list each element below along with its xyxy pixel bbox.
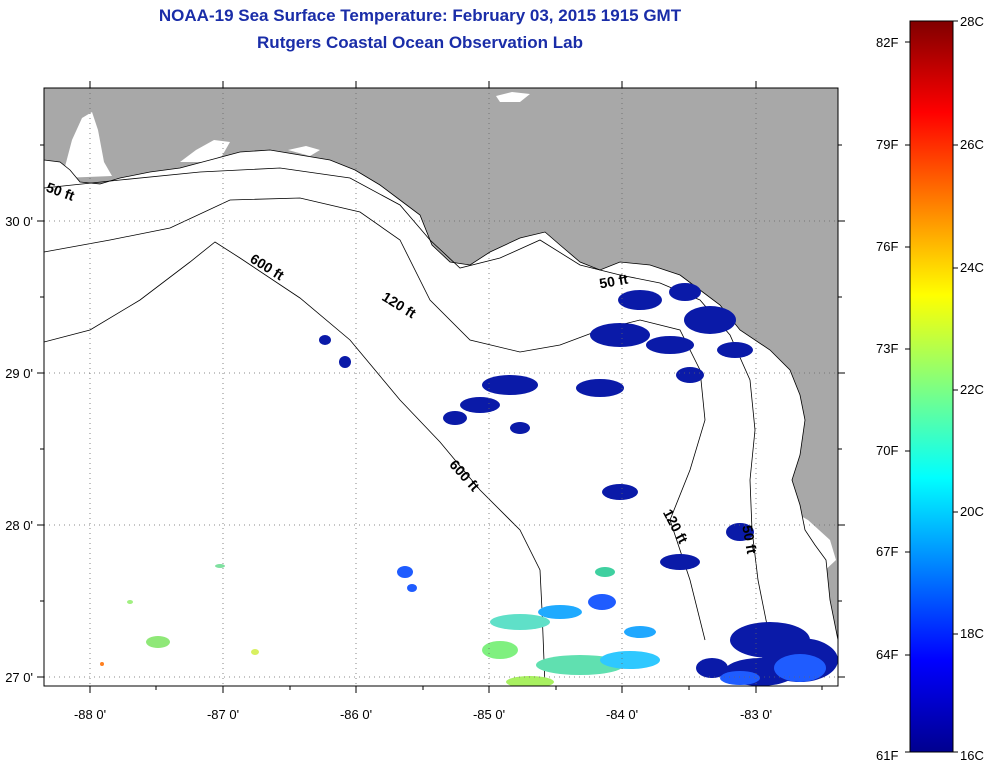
colorbar-f-label: 64F [876,647,899,662]
colorbar-ticks [905,20,958,753]
colorbar-c-label: 28C [960,14,984,29]
lon-tick-label: -83 0' [740,707,772,722]
contour-label: 50 ft [739,524,760,555]
contour-600ft [44,241,546,686]
contour-label: 50 ft [598,271,629,292]
map-border [43,87,839,687]
land-mass [44,88,838,640]
lon-tick-label: -84 0' [606,707,638,722]
bay [496,92,530,102]
cold-water [319,283,838,686]
colorbar-f-label: 76F [876,239,899,254]
colorbar-f-label: 82F [876,35,899,50]
map-title: NOAA-19 Sea Surface Temperature: Februar… [158,6,682,25]
colorbar-f-label: 67F [876,544,899,559]
colorbar-f-label: 61F [876,748,899,763]
coastline [44,149,838,641]
colorbar-c-label: 26C [960,137,984,152]
colorbar-c-label: 20C [960,504,984,519]
colorbar-c-label: 24C [960,260,984,275]
warm-water [100,564,660,686]
colorbar [909,20,954,753]
colorbar-f-label: 70F [876,443,899,458]
lon-tick-label: -86 0' [340,707,372,722]
colorbar-c-label: 16C [960,748,984,763]
lat-tick-label: 29 0' [5,366,33,381]
lon-tick-label: -87 0' [207,707,239,722]
lon-tick-label: -88 0' [74,707,106,722]
colorbar-f-label: 73F [876,341,899,356]
lat-tick-label: 30 0' [5,214,33,229]
bay [62,112,112,178]
lon-tick-label: -85 0' [473,707,505,722]
bay [288,146,320,156]
colorbar-c-label: 22C [960,382,984,397]
bay [180,140,230,162]
axis-ticks [37,81,845,693]
colorbar-c-label: 18C [960,626,984,641]
lat-tick-label: 28 0' [5,518,33,533]
lat-tick-label: 27 0' [5,670,33,685]
map-subtitle: Rutgers Coastal Ocean Observation Lab [257,33,583,52]
colorbar-f-label: 79F [876,137,899,152]
cool-water [397,566,826,685]
contour-50ft [44,167,771,641]
contour-120ft [44,197,706,641]
